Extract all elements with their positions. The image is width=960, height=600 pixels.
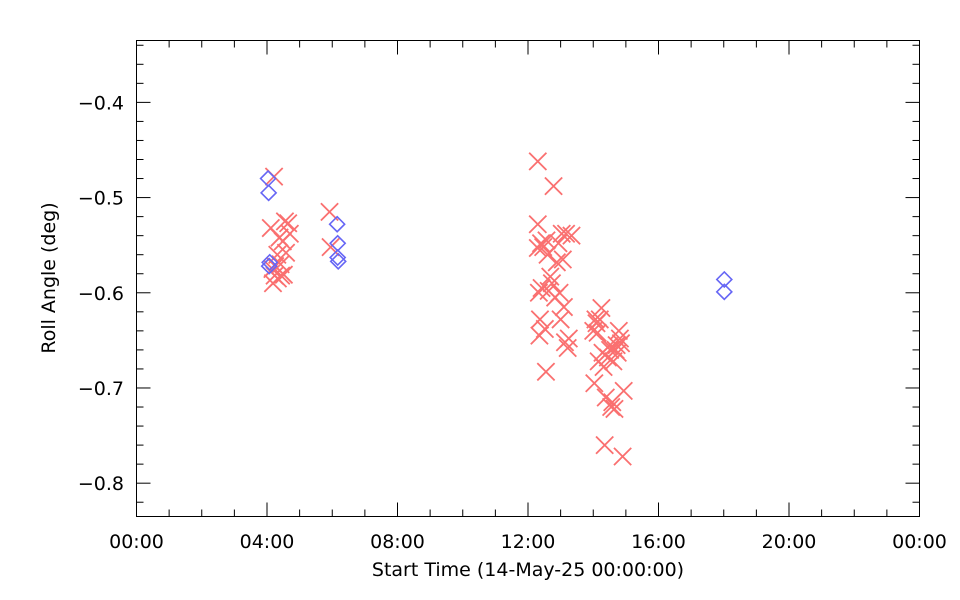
x-tick-labels: 00:00 04:00 08:00 12:00 16:00 20:00 00:00 (109, 531, 947, 553)
x-marker-point (271, 266, 291, 285)
data-markers (259, 152, 733, 466)
x-marker-point (610, 329, 630, 348)
y-tick-label: −0.6 (78, 283, 124, 305)
y-major-ticks (136, 101, 920, 484)
x-marker-point (608, 343, 627, 363)
x-marker-point (280, 224, 300, 244)
x-marker-point (595, 435, 614, 455)
diamond-marker-point (261, 253, 279, 271)
x-marker-point (528, 214, 548, 234)
x-tick-label: 04:00 (240, 531, 295, 553)
x-tick-label: 00:00 (109, 531, 164, 553)
x-marker-point (321, 237, 340, 257)
x-marker-point (559, 329, 579, 348)
x-marker-point (594, 357, 613, 377)
x-marker-point (604, 352, 623, 371)
x-marker-point (530, 310, 550, 329)
x-marker-point (601, 397, 621, 417)
x-marker-point (542, 273, 562, 293)
x-tick-label: 00:00 (892, 531, 947, 553)
x-marker-point (274, 265, 294, 284)
x-marker-point (535, 319, 555, 339)
y-tick-labels: −0.8 −0.7 −0.6 −0.5 −0.4 (78, 92, 124, 495)
x-marker-point (551, 310, 570, 329)
x-marker-point (537, 231, 556, 250)
x-marker-point (276, 243, 296, 263)
diamond-marker-point (329, 252, 347, 270)
x-marker-point (550, 283, 569, 303)
x-tick-label: 12:00 (501, 531, 556, 553)
x-minor-ticks (168, 40, 888, 517)
x-marker-point (562, 226, 581, 245)
x-marker-point (547, 253, 567, 272)
x-marker-point (531, 234, 551, 253)
x-marker-point (275, 212, 295, 231)
x-marker-point (614, 381, 633, 401)
x-marker-point (556, 224, 576, 244)
x-marker-point (611, 333, 631, 353)
plot-frame (136, 40, 920, 517)
y-tick-label: −0.5 (78, 188, 124, 210)
x-marker-point (585, 373, 604, 393)
x-marker-point (536, 362, 556, 382)
x-marker-point (553, 250, 573, 269)
y-tick-label: −0.7 (78, 378, 124, 400)
diamond-marker-point (329, 248, 347, 267)
y-axis-title: Roll Angle (deg) (38, 202, 60, 353)
x-marker-point (541, 267, 560, 286)
diamond-marker-point (328, 215, 346, 233)
x-tick-label: 20:00 (762, 531, 817, 553)
x-axis-title: Start Time (14-May-25 00:00:00) (372, 559, 684, 581)
x-marker-point (544, 176, 563, 196)
x-marker-point (605, 399, 624, 419)
y-tick-label: −0.8 (78, 473, 124, 495)
x-tick-label: 08:00 (370, 531, 425, 553)
x-marker-point (592, 298, 611, 318)
x-major-ticks (136, 40, 920, 517)
x-marker-point (554, 297, 574, 317)
x-marker-point (278, 214, 298, 233)
y-tick-label: −0.4 (78, 92, 124, 114)
x-marker-point (613, 447, 632, 466)
diamond-marker-point (715, 283, 733, 301)
y-minor-ticks (136, 44, 920, 503)
x-marker-point (320, 202, 339, 222)
diamond-marker-point (259, 184, 278, 202)
x-tick-label: 16:00 (631, 531, 686, 553)
x-marker-point (528, 152, 548, 171)
diamond-marker-point (715, 270, 733, 289)
x-marker-point (549, 234, 568, 253)
